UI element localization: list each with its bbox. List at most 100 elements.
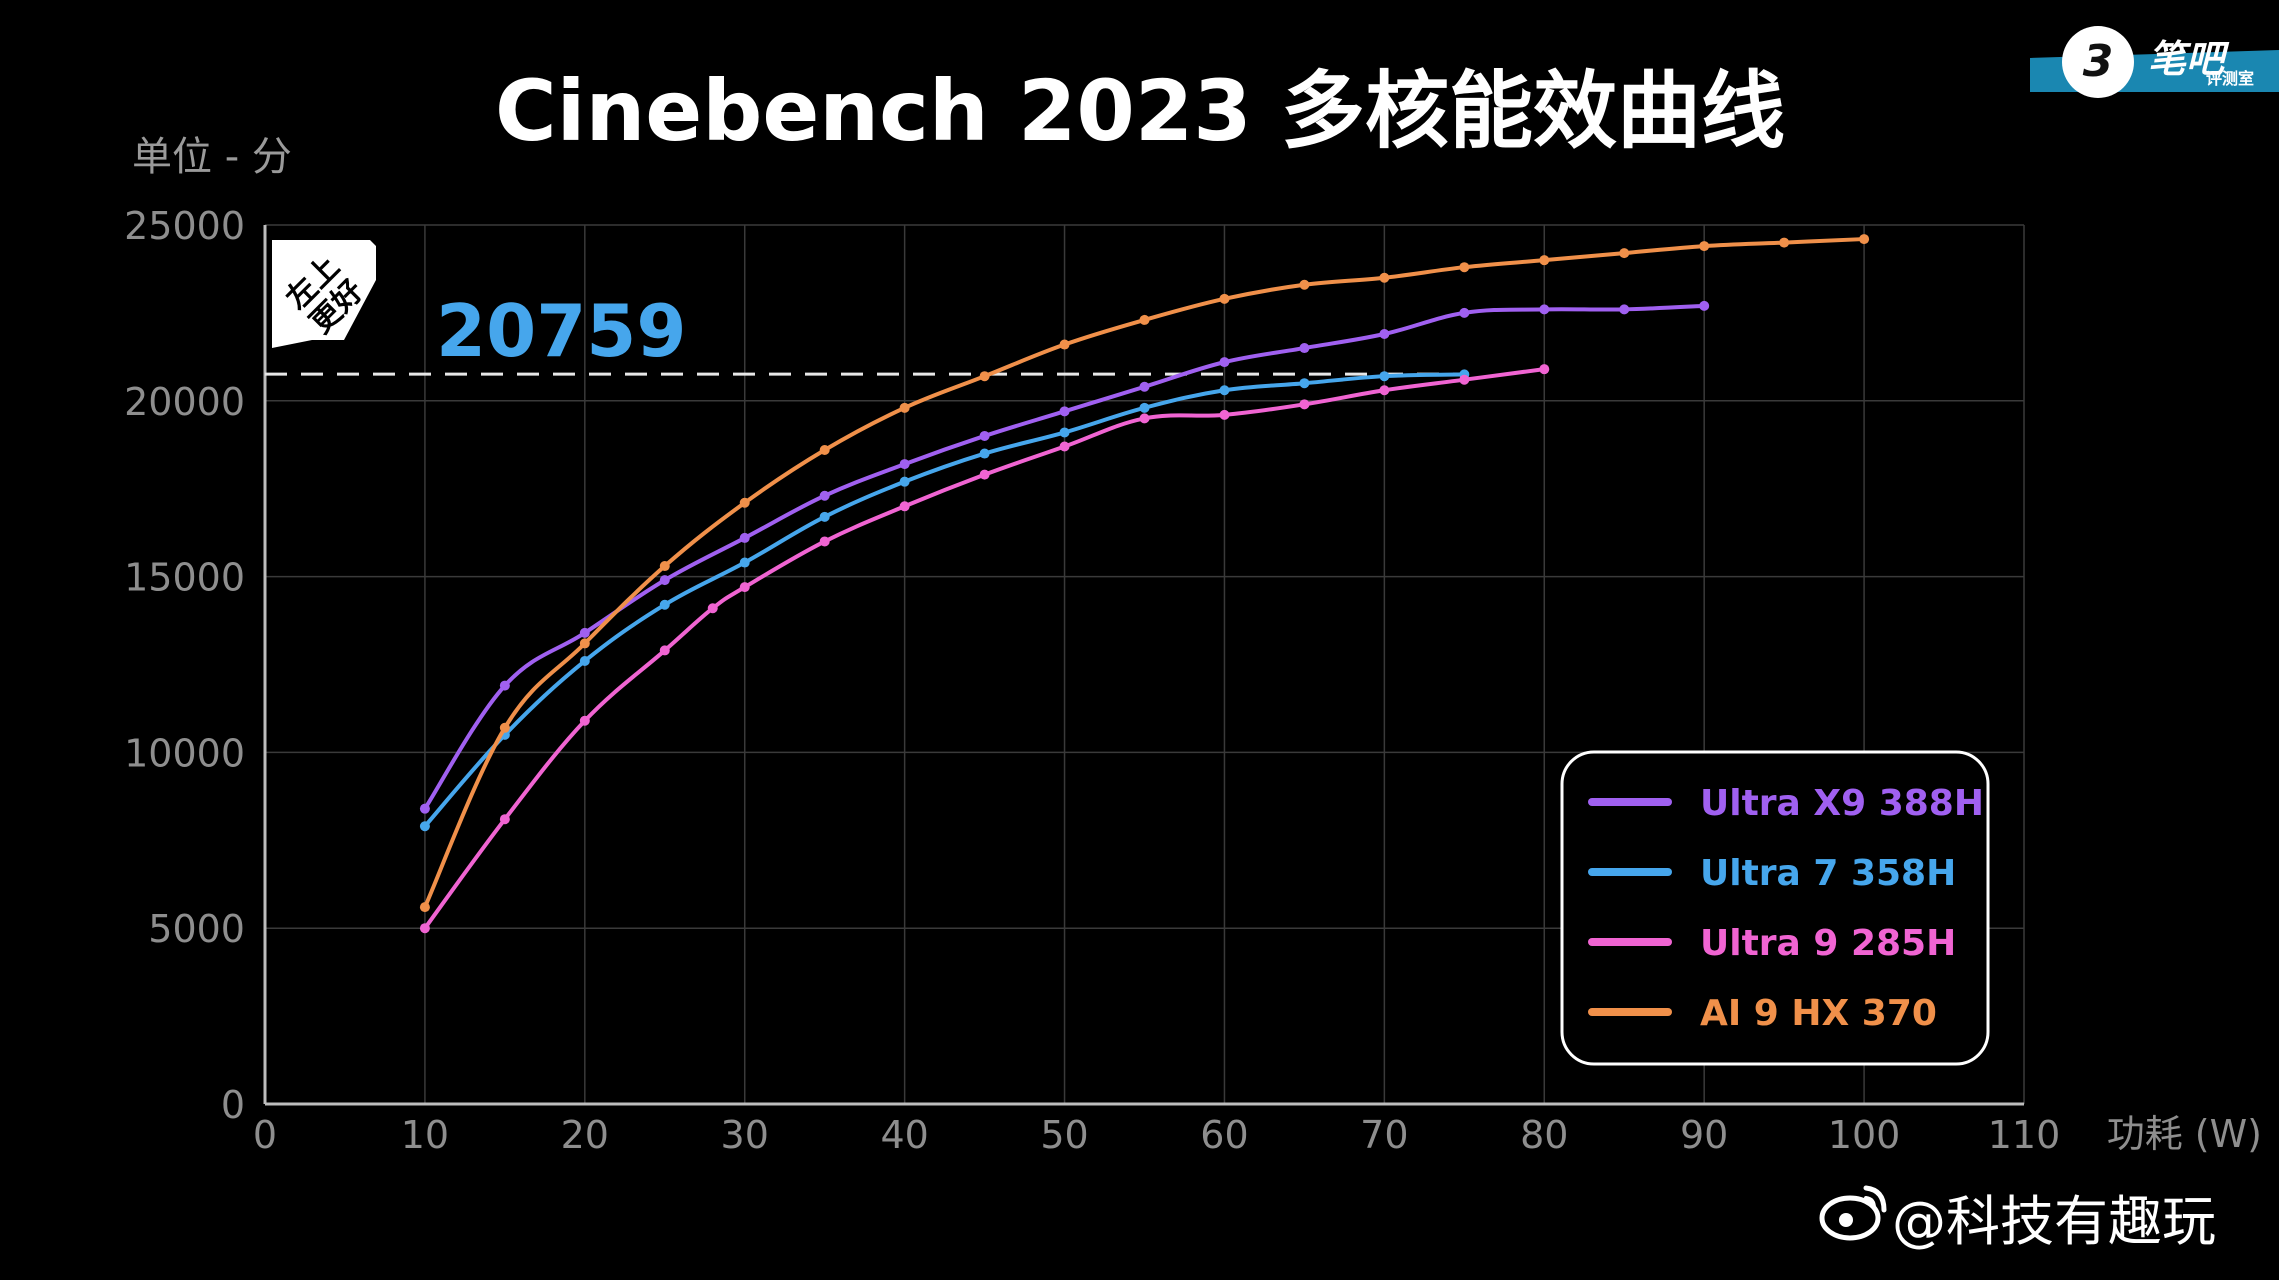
data-point bbox=[1379, 385, 1390, 396]
data-point bbox=[1139, 402, 1150, 413]
data-point bbox=[819, 490, 830, 501]
data-point bbox=[1539, 364, 1550, 375]
data-point bbox=[1299, 343, 1310, 354]
y-tick-label: 25000 bbox=[124, 204, 245, 248]
legend-items: Ultra X9 388H Ultra 7 358H Ultra 9 285H AI … bbox=[1588, 783, 1984, 1034]
x-tick-label: 110 bbox=[1988, 1113, 2061, 1157]
x-axis-label: 功耗 (W) bbox=[2107, 1112, 2262, 1156]
data-point bbox=[739, 497, 750, 508]
data-point bbox=[1219, 385, 1230, 396]
data-point bbox=[739, 557, 750, 568]
legend-item: Ultra X9 388H bbox=[1588, 783, 1984, 824]
x-tick-label: 80 bbox=[1520, 1113, 1568, 1157]
x-tick-label: 50 bbox=[1040, 1113, 1088, 1157]
data-point bbox=[1379, 371, 1390, 382]
y-tick-label: 0 bbox=[221, 1083, 245, 1127]
data-point bbox=[1219, 293, 1230, 304]
x-tick-label: 90 bbox=[1680, 1113, 1728, 1157]
x-tick-label: 30 bbox=[721, 1113, 769, 1157]
data-point bbox=[419, 923, 430, 934]
y-axis-unit-label: 单位 - 分 bbox=[132, 134, 292, 180]
data-point bbox=[979, 371, 990, 382]
data-point bbox=[659, 575, 670, 586]
data-point bbox=[819, 445, 830, 456]
data-point bbox=[899, 501, 910, 512]
y-tick-label: 10000 bbox=[124, 731, 245, 775]
x-tick-label: 0 bbox=[253, 1113, 277, 1157]
data-point bbox=[819, 536, 830, 547]
data-point bbox=[1059, 406, 1070, 417]
data-point bbox=[419, 902, 430, 913]
chart-title: Cinebench 2023 多核能效曲线 bbox=[495, 62, 1785, 160]
data-point bbox=[1139, 314, 1150, 325]
legend-box bbox=[1560, 750, 1990, 1066]
data-point bbox=[1539, 304, 1550, 315]
logo-text: 笔吧 bbox=[2148, 37, 2230, 81]
data-point bbox=[1379, 272, 1390, 283]
data-point bbox=[1139, 413, 1150, 424]
data-point bbox=[1619, 304, 1630, 315]
weibo-icon bbox=[1819, 1185, 1887, 1241]
data-point bbox=[1699, 241, 1710, 252]
legend-label: Ultra 9 285H bbox=[1700, 923, 1956, 964]
data-point bbox=[1459, 262, 1470, 273]
data-point bbox=[979, 430, 990, 441]
legend: Ultra X9 388H Ultra 7 358H Ultra 9 285H AI … bbox=[1560, 750, 1990, 1066]
x-tick-label: 70 bbox=[1360, 1113, 1408, 1157]
data-point bbox=[659, 645, 670, 656]
axes bbox=[263, 225, 2024, 1106]
data-point bbox=[1059, 427, 1070, 438]
data-point bbox=[1299, 399, 1310, 410]
data-point bbox=[419, 821, 430, 832]
series-ai-9-hx-370 bbox=[419, 234, 1870, 913]
data-point bbox=[1219, 357, 1230, 368]
data-point bbox=[659, 561, 670, 572]
series-line bbox=[422, 372, 1467, 829]
logo-circle bbox=[2062, 26, 2134, 98]
series-line bbox=[422, 237, 1867, 910]
data-point bbox=[1059, 339, 1070, 350]
data-point bbox=[1299, 378, 1310, 389]
data-point bbox=[1139, 381, 1150, 392]
data-point bbox=[579, 715, 590, 726]
data-point bbox=[899, 402, 910, 413]
x-tick-label: 20 bbox=[561, 1113, 609, 1157]
x-tick-labels: 0 10 20 30 40 50 60 70 80 90 100 110 bbox=[253, 1113, 2060, 1157]
reference-value-label: 20759 bbox=[436, 289, 687, 373]
series-group bbox=[419, 234, 1870, 934]
data-point bbox=[1059, 441, 1070, 452]
legend-label: Ultra X9 388H bbox=[1700, 783, 1984, 824]
data-point bbox=[419, 803, 430, 814]
data-point bbox=[899, 459, 910, 470]
x-tick-label: 10 bbox=[401, 1113, 449, 1157]
legend-label: AI 9 HX 370 bbox=[1700, 993, 1937, 1034]
data-point bbox=[1219, 409, 1230, 420]
data-point bbox=[579, 655, 590, 666]
logo-mark: 3 bbox=[2083, 36, 2114, 87]
better-direction-badge: 左上 更好 bbox=[272, 240, 376, 348]
x-tick-label: 60 bbox=[1200, 1113, 1248, 1157]
badge-shape bbox=[272, 240, 376, 348]
legend-item: Ultra 9 285H bbox=[1588, 923, 1956, 964]
data-point bbox=[707, 603, 718, 614]
data-point bbox=[579, 638, 590, 649]
series-line bbox=[422, 367, 1547, 931]
legend-label: Ultra 7 358H bbox=[1700, 853, 1956, 894]
x-tick-label: 40 bbox=[880, 1113, 928, 1157]
data-point bbox=[1379, 328, 1390, 339]
legend-item: AI 9 HX 370 bbox=[1588, 993, 1937, 1034]
weibo-watermark: @科技有趣玩 bbox=[1819, 1185, 2216, 1253]
data-point bbox=[1779, 237, 1790, 248]
data-point bbox=[1459, 374, 1470, 385]
data-point bbox=[899, 476, 910, 487]
data-point bbox=[499, 680, 510, 691]
data-point bbox=[979, 469, 990, 480]
data-point bbox=[579, 627, 590, 638]
data-point bbox=[499, 814, 510, 825]
y-tick-label: 5000 bbox=[148, 907, 245, 951]
data-point bbox=[739, 582, 750, 593]
y-tick-label: 20000 bbox=[124, 380, 245, 424]
series-ultra-9-285h bbox=[419, 364, 1550, 934]
data-point bbox=[1299, 279, 1310, 290]
